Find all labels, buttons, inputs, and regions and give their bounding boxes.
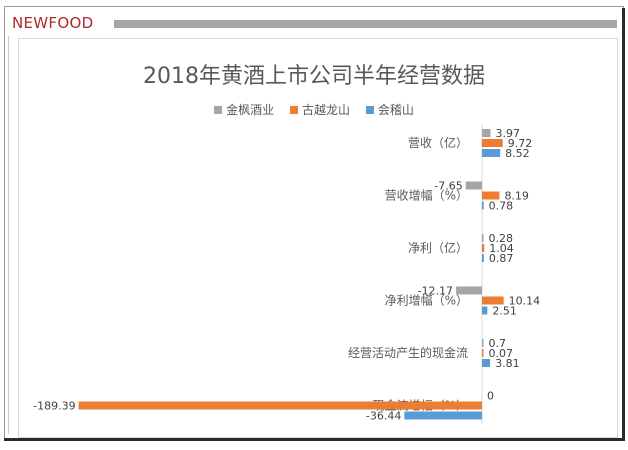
data-label-0-4: 0.7 xyxy=(489,337,507,350)
data-label-1-5: -189.39 xyxy=(33,400,75,413)
data-label-0-3: -12.17 xyxy=(418,285,453,298)
frame-shadow-bottom xyxy=(4,438,625,441)
chart-title: 2018年黄酒上市公司半年经营数据 xyxy=(143,64,485,89)
data-label-2-3: 2.51 xyxy=(492,305,517,318)
legend-swatch-1 xyxy=(289,105,298,114)
data-label-2-2: 0.87 xyxy=(489,252,514,265)
category-label-1: 营收增幅（%） xyxy=(385,188,468,203)
legend-swatch-0 xyxy=(214,105,223,114)
bar-2-1 xyxy=(482,201,484,210)
data-label-0-0: 3.97 xyxy=(495,127,519,140)
chart-legend: 金枫酒业 古越龙山 会稽山 xyxy=(0,101,628,118)
data-label-2-1: 0.78 xyxy=(489,200,513,213)
chart-area-border xyxy=(18,38,618,438)
bar-1-5 xyxy=(78,401,482,410)
brand-header-bar xyxy=(114,20,617,28)
legend-label-1: 古越龙山 xyxy=(301,103,350,117)
left-rule xyxy=(8,36,9,434)
legend-item-series-0: 金枫酒业 xyxy=(214,101,274,118)
data-label-1-0: 9.72 xyxy=(508,137,533,150)
data-label-0-2: 0.28 xyxy=(489,232,514,245)
legend-label-0: 金枫酒业 xyxy=(226,103,275,117)
data-label-0-5: 0 xyxy=(487,390,494,403)
data-label-1-3: 10.14 xyxy=(509,295,541,308)
legend-label-2: 会稽山 xyxy=(377,103,414,117)
data-label-1-2: 1.04 xyxy=(489,242,514,255)
bar-0-3 xyxy=(456,286,482,295)
legend-item-series-1: 古越龙山 xyxy=(289,101,350,118)
bar-1-4 xyxy=(482,349,484,357)
bar-0-4 xyxy=(482,339,484,347)
bar-1-2 xyxy=(482,244,485,252)
data-label-2-0: 8.52 xyxy=(505,147,529,160)
category-label-2: 净利（亿） xyxy=(408,240,468,255)
bar-1-0 xyxy=(482,139,503,147)
data-label-0-1: -7.65 xyxy=(434,180,462,193)
bar-2-0 xyxy=(482,149,501,157)
legend-swatch-2 xyxy=(365,105,374,114)
bar-2-4 xyxy=(482,359,491,367)
bar-2-5 xyxy=(404,411,482,420)
brand-logo-text: NEWFOOD xyxy=(12,14,94,32)
bar-2-3 xyxy=(482,306,488,315)
bar-2-2 xyxy=(482,254,484,262)
bar-0-1 xyxy=(465,181,482,190)
category-label-0: 营收（亿） xyxy=(408,135,468,150)
frame-shadow-right xyxy=(622,8,625,441)
data-label-1-1: 8.19 xyxy=(504,190,529,203)
data-label-1-4: 0.07 xyxy=(489,347,514,360)
data-label-2-4: 3.81 xyxy=(495,357,520,370)
bar-0-0 xyxy=(482,129,491,137)
bar-1-1 xyxy=(482,191,500,200)
legend-item-series-2: 会稽山 xyxy=(365,101,414,118)
data-label-2-5: -36.44 xyxy=(366,410,401,423)
bar-0-2 xyxy=(482,234,484,242)
category-label-3: 净利增幅（%） xyxy=(385,293,468,308)
image-frame xyxy=(4,6,624,440)
bar-1-3 xyxy=(482,296,504,305)
category-label-4: 经营活动产生的现金流 xyxy=(348,345,468,360)
